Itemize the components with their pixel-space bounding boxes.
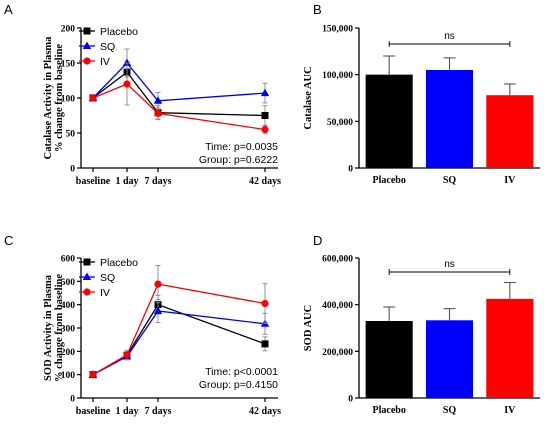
panel-b-x-tick-label: SQ: [443, 175, 457, 186]
panel-a-series-placebo-line: [92, 71, 266, 117]
panel-d-y-tick-label: 600,000: [322, 255, 353, 265]
panel-a-y-tick-label: 50: [66, 130, 76, 140]
panel-a-series-iv-point: [89, 94, 97, 102]
panel-a-series-iv-legend-marker: [83, 57, 91, 65]
panel-a-series-placebo-legend-marker: [83, 27, 91, 35]
panel-d-bar-sq: [425, 320, 474, 398]
panel-a-series-iv-legend-label: IV: [100, 56, 110, 68]
panel-c-x-tick-label: 7 days: [145, 406, 172, 417]
panel-a-series-sq-legend-marker: [82, 41, 92, 49]
panel-c-x-tick-label: 1 day: [115, 406, 138, 417]
panel-a-y-axis-title: Catalase Activity in Plasma: [43, 36, 54, 160]
panel-c-series-placebo-legend-label: Placebo: [100, 257, 138, 269]
panel-d-x-tick-label: Placebo: [373, 405, 406, 416]
panel-c-y-axis-title: SOD Activity in Plasma: [43, 274, 54, 381]
panel-b-bar-iv: [486, 95, 534, 168]
panel-a-series-sq-line: [92, 62, 266, 102]
panel-b-bar-sq: [425, 70, 474, 168]
panel-d-y-tick-label: 0: [348, 395, 353, 405]
panel-c-y-tick-label: 400: [61, 301, 76, 311]
panel-d-x-tick-label: SQ: [443, 405, 457, 416]
panel-c-series-iv-point: [261, 299, 269, 308]
panel-d-y-axis-title: SOD AUC: [303, 305, 314, 351]
panel-letter-a: A: [4, 2, 13, 17]
panel-c-series-iv-legend-label: IV: [100, 287, 110, 299]
panel-b-y-tick-label: 100,000: [322, 71, 353, 81]
panel-a-y-tick-label: 200: [61, 25, 76, 35]
panel-c-annotation: Time: p<0.0001: [205, 366, 278, 378]
panel-d-bar-iv: [486, 298, 534, 398]
panel-b-x-tick-label: Placebo: [373, 175, 406, 186]
panel-b-bar-placebo: [365, 74, 413, 168]
panel-c-series-placebo-line: [92, 303, 266, 376]
panel-letter-b: B: [313, 2, 322, 17]
panel-c-series-placebo-point: [261, 340, 269, 348]
panel-a-y-tick-label: 0: [70, 165, 75, 175]
panel-c-series-iv-legend-marker: [83, 288, 91, 296]
panel-a-series-placebo-legend-label: Placebo: [100, 26, 138, 38]
panel-a-series-placebo-point: [261, 112, 269, 119]
panel-a-y-tick-label: 150: [61, 60, 76, 70]
panel-d-significance-label: ns: [444, 259, 455, 270]
panel-c-series-sq-legend-marker: [82, 272, 92, 280]
panel-a-series-sq-point: [122, 58, 132, 66]
panel-c-annotation: Group: p=0.4150: [199, 379, 278, 391]
panel-a-x-tick-label: baseline: [76, 176, 111, 187]
panel-d-y-tick-label: 400,000: [322, 301, 353, 311]
panel-c-y-tick-label: 200: [61, 348, 76, 358]
chart-c-sod-activity: 0 100 200 300 400 500 600 baseline 1 day 7 days 42…: [43, 255, 281, 418]
chart-d-sod-auc: 0 200,000 400,000 600,000 SOD AUC Placebo SQ IV…: [303, 255, 540, 416]
panel-a-series-iv-line: [92, 83, 266, 131]
panel-a-y-axis-subtitle: % change from baseline: [54, 44, 65, 152]
panel-a-series-sq-legend-label: SQ: [100, 41, 115, 53]
panel-a-series-sq-point: [260, 88, 270, 97]
panel-a-annotation: Time: p=0.0035: [205, 141, 278, 153]
panel-d-bar-placebo: [365, 321, 413, 398]
panel-a-series-iv-point: [123, 80, 131, 88]
panel-c-series-sq-point: [153, 306, 163, 314]
panel-b-y-tick-label: 150,000: [322, 25, 353, 35]
panel-c-y-tick-label: 100: [61, 371, 76, 381]
panel-d-y-tick-label: 200,000: [322, 348, 353, 358]
panel-c-series-iv-point: [89, 371, 97, 379]
panel-a-x-tick-label: 42 days: [249, 176, 281, 187]
panel-c-y-tick-label: 600: [61, 255, 76, 265]
panel-b-y-tick-label: 0: [348, 165, 353, 175]
panel-a-x-tick-label: 1 day: [115, 176, 138, 187]
panel-a-series-sq-point: [153, 96, 163, 104]
panel-b-x-tick-label: IV: [504, 175, 516, 186]
chart-b-catalase-auc: 0 50,000 100,000 150,000 Catalase AUC Placebo…: [303, 25, 540, 186]
panel-c-series-placebo-legend-marker: [83, 258, 91, 266]
panel-b-y-tick-label: 50,000: [327, 118, 353, 128]
panel-c-series-sq-line: [92, 310, 266, 376]
panel-a-series-iv-point: [154, 109, 162, 117]
panel-letter-c: C: [4, 233, 13, 248]
panel-c-y-tick-label: 0: [70, 395, 75, 405]
panel-c-series-sq-legend-label: SQ: [100, 272, 115, 284]
panel-d-x-tick-label: IV: [504, 405, 516, 416]
chart-a-catalase-activity: 0 50 100 150 200 baseline 1 day 7 days 42 days Ca…: [43, 25, 281, 188]
panel-c-y-axis-subtitle: % change from baseline: [54, 274, 65, 382]
panel-a-annotation: Group: p=0.6222: [199, 154, 278, 166]
panel-a-x-tick-label: 7 days: [145, 176, 172, 187]
panel-c-y-tick-label: 500: [61, 278, 76, 288]
panel-c-y-tick-label: 300: [61, 325, 76, 335]
panel-a-series-iv-point: [261, 125, 269, 134]
panel-c-series-iv-line: [92, 283, 266, 376]
panel-c-x-tick-label: baseline: [76, 406, 111, 417]
panel-letter-d: D: [313, 233, 322, 248]
panel-c-series-iv-point: [123, 351, 131, 359]
panel-a-y-tick-label: 100: [61, 95, 76, 105]
panel-c-x-tick-label: 42 days: [249, 406, 281, 417]
panel-b-y-axis-title: Catalase AUC: [303, 66, 314, 129]
panel-b-significance-label: ns: [444, 31, 455, 42]
panel-c-series-iv-point: [154, 280, 162, 288]
